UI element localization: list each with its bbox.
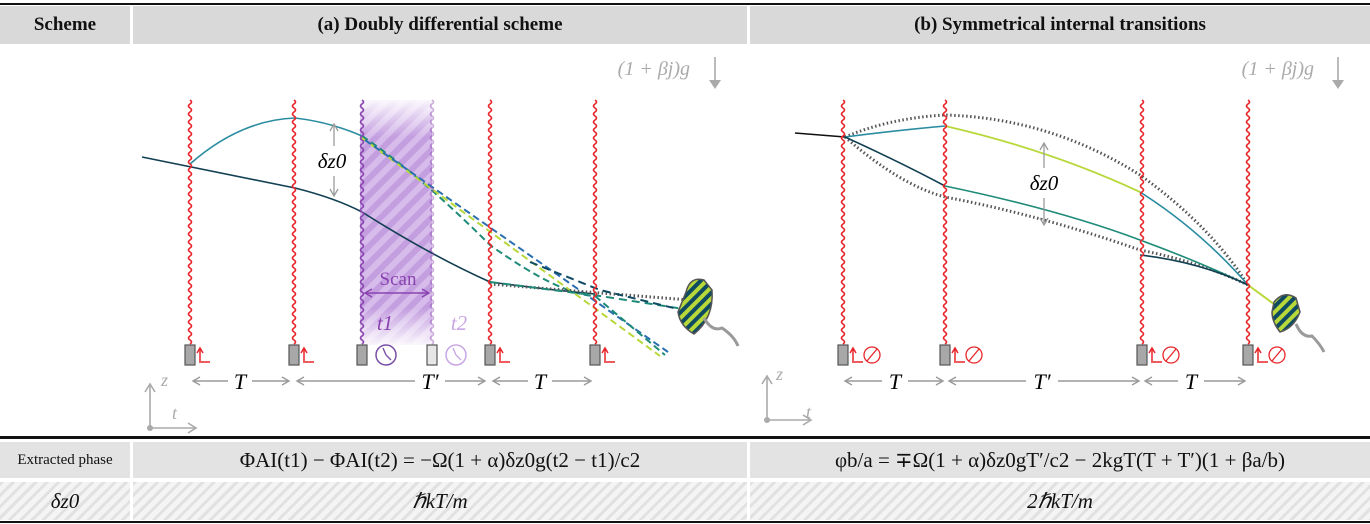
forbidden-clock-icon	[1162, 346, 1180, 364]
header-col-a: (a) Doubly differential scheme	[133, 6, 747, 44]
header-col-b-title: (b) Symmetrical internal transitions	[914, 14, 1206, 35]
arm-delta-upper-c	[364, 139, 669, 353]
laser-pulse-b2	[942, 99, 948, 345]
phase-a-formula: ΦAI(t1) − ΦAI(t2) = −Ω(1 + α)δz0g(t2 − t…	[239, 447, 641, 472]
delta-z0-label-a: δz0	[318, 149, 347, 173]
dz-label-cell: δz0	[0, 482, 130, 520]
pulse-arrow-icon	[496, 346, 510, 363]
gravity-label-b: (1 + βj)g	[1242, 58, 1314, 80]
dz-a-cell: ℏkT/m	[133, 482, 747, 520]
interval-T-2-b: T	[1185, 369, 1199, 394]
emitter-icon	[589, 344, 601, 366]
scan-pulse-t2	[429, 99, 435, 345]
phase-b-cell: φb/a = ∓Ω(1 + α)δz0gT′/c2 − 2kgT(T + T′)…	[750, 442, 1370, 478]
row-rule-1	[0, 436, 1370, 439]
upper-arm-light-b	[944, 125, 1141, 193]
top-rule	[0, 3, 1370, 5]
input-arm-b	[794, 132, 846, 138]
axes-a	[144, 382, 198, 434]
axis-z-a: z	[160, 370, 168, 390]
emitter-icon	[837, 344, 849, 366]
header-col-a-title: (a) Doubly differential scheme	[317, 14, 563, 35]
upper-arm-b	[844, 125, 946, 138]
emitter-icon	[1242, 344, 1254, 366]
axis-z-b: z	[775, 364, 783, 384]
pulse-arrow-icon	[300, 346, 314, 363]
delta-z0-label-b: δz0	[1030, 171, 1059, 195]
interval-T-1-b: T	[889, 369, 903, 394]
scan-pulse-t1	[359, 99, 365, 345]
pulse-arrow-icon	[196, 346, 210, 363]
scan-label: Scan	[380, 269, 417, 290]
header-col-b: (b) Symmetrical internal transitions	[750, 6, 1370, 44]
laser-pulse-b3	[1139, 99, 1145, 345]
laser-pulse-a2	[291, 99, 297, 345]
diagram-area: δz0 Scan t1 t2 (1 + βj)g T T′ T z	[141, 57, 1344, 434]
t1-label: t1	[377, 311, 393, 335]
emitter-icon	[1136, 344, 1148, 366]
dz-label: δz0	[50, 488, 80, 513]
laser-pulse-a4	[592, 99, 598, 345]
emitter-icon	[356, 344, 368, 366]
detector-a	[677, 278, 740, 347]
panel-a: δz0 Scan t1 t2 (1 + βj)g T T′ T z	[141, 57, 740, 434]
forbidden-clock-icon	[965, 346, 983, 364]
laser-pulse-b1	[840, 99, 846, 345]
interval-Tprime-a: T′	[421, 369, 439, 394]
phase-label: Extracted phase	[17, 451, 113, 468]
panel-b: δz0 (1 + βj)g T T′ T z t	[761, 57, 1344, 426]
laser-pulse-b4	[1245, 99, 1251, 345]
dz-b-value: 2ℏkT/m	[1027, 488, 1093, 513]
arm-delta-upper-b	[361, 137, 661, 357]
output-dash-3	[594, 295, 666, 356]
interval-arrows-a	[191, 376, 593, 386]
header-scheme: Scheme	[0, 6, 130, 44]
pulse-arrow-icon	[1254, 346, 1268, 363]
axis-t-a: t	[172, 403, 178, 423]
pulse-arrow-icon	[1148, 346, 1162, 363]
phase-b-formula: φb/a = ∓Ω(1 + α)δz0gT′/c2 − 2kgT(T + T′)…	[834, 447, 1286, 472]
forbidden-clock-icon	[863, 346, 881, 364]
pulse-arrow-icon	[849, 346, 863, 363]
pulse-arrow-icon	[951, 346, 965, 363]
detector-b	[1271, 294, 1326, 353]
lower-arm-path	[141, 156, 363, 213]
mid-arm-b	[944, 185, 1249, 286]
bottom-rule	[0, 521, 1370, 523]
phase-label-cell: Extracted phase	[0, 442, 130, 478]
pulse-arrow-icon	[601, 346, 615, 363]
forbidden-clock-icon	[1268, 346, 1286, 364]
output-dash-2	[529, 261, 691, 313]
emitter-icon	[484, 344, 496, 366]
header-scheme-label: Scheme	[33, 14, 97, 35]
emitter-icon	[426, 344, 438, 366]
interval-arrows-b	[843, 376, 1247, 386]
interval-Tprime-b: T′	[1033, 369, 1051, 394]
emitter-icon	[184, 344, 196, 366]
lower-arm-b	[844, 136, 946, 187]
lower-arm-cont-b	[1139, 254, 1249, 286]
phase-a-cell: ΦAI(t1) − ΦAI(t2) = −Ω(1 + α)δz0g(t2 − t…	[133, 442, 747, 478]
laser-pulse-a1	[187, 99, 193, 345]
emitter-icon	[288, 344, 300, 366]
axis-t-b: t	[806, 402, 812, 422]
output-dotted-1	[489, 282, 691, 302]
interval-T-1-a: T	[234, 369, 248, 394]
lower-arm-continuation	[361, 211, 596, 295]
dz-b-cell: 2ℏkT/m	[750, 482, 1370, 520]
outer-dotted-upper	[844, 113, 1250, 286]
upper-arm-cont-b	[1139, 191, 1249, 286]
emitter-icon	[939, 344, 951, 366]
gravity-label-a: (1 + βj)g	[618, 58, 690, 80]
dz-a-value: ℏkT/m	[412, 488, 468, 513]
interval-T-2-a: T	[534, 369, 548, 394]
laser-pulse-a3	[487, 99, 493, 345]
axes-b	[761, 374, 813, 426]
t2-label: t2	[451, 311, 468, 335]
